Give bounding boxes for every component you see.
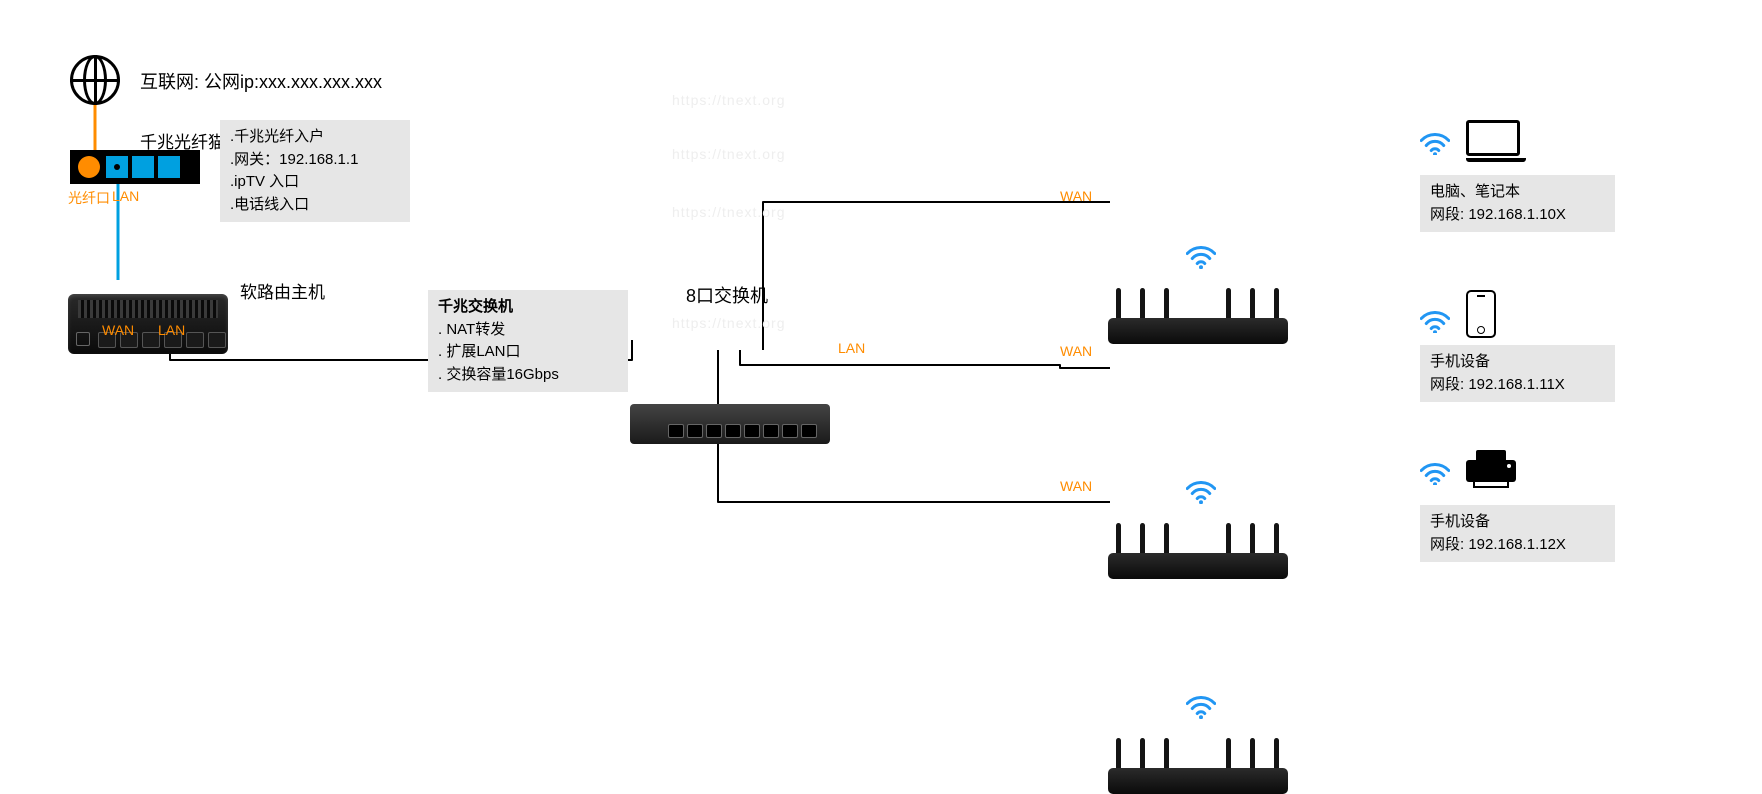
switch-info-box: 千兆交换机 . NAT转发 . 扩展LAN口 . 交换容量16Gbps	[428, 290, 628, 392]
wifi-router-wan-label: WAN	[1060, 188, 1092, 204]
phone-icon	[1466, 290, 1496, 338]
wifi-router-device	[1108, 264, 1288, 344]
wifi-icon	[1186, 481, 1216, 504]
wifi-router-device	[1108, 499, 1288, 579]
client-title: 手机设备	[1430, 351, 1605, 374]
watermark-text: https://tnext.org	[672, 146, 786, 162]
client-info-box: 电脑、笔记本网段: 192.168.1.10X	[1420, 175, 1615, 232]
internet-node	[70, 55, 120, 105]
watermark-text: https://tnext.org	[672, 315, 786, 331]
switch-info-line: . NAT转发	[438, 319, 618, 342]
client-subnet: 网段: 192.168.1.12X	[1430, 534, 1605, 557]
soft-router-wan-label: WAN	[102, 322, 134, 338]
modem-info-box: .千兆光纤入户 .网关：192.168.1.1 .ipTV 入口 .电话线入口	[220, 120, 410, 222]
wifi-icon	[1420, 311, 1450, 339]
client-device	[1420, 290, 1496, 338]
soft-router-title: 软路由主机	[240, 278, 325, 303]
switch-info-line: . 交换容量16Gbps	[438, 364, 618, 387]
globe-icon	[70, 55, 120, 105]
wifi-router-device	[1108, 714, 1288, 794]
client-info-box: 手机设备网段: 192.168.1.12X	[1420, 505, 1615, 562]
modem-info-line: .ipTV 入口	[230, 171, 400, 194]
printer-icon	[1466, 450, 1516, 490]
internet-label: 互联网: 公网ip:xxx.xxx.xxx.xxx	[140, 68, 382, 94]
wifi-router-wan-label: WAN	[1060, 343, 1092, 359]
switch-lan-label: LAN	[838, 340, 865, 356]
soft-router-device	[68, 294, 228, 354]
soft-router-lan-label: LAN	[158, 322, 185, 338]
laptop-icon	[1466, 120, 1520, 160]
client-title: 电脑、笔记本	[1430, 181, 1605, 204]
modem-info-line: .网关：192.168.1.1	[230, 149, 400, 172]
client-device	[1420, 120, 1520, 160]
switch-info-title: 千兆交换机	[438, 296, 618, 319]
modem-device	[70, 150, 200, 184]
wifi-router-wan-label: WAN	[1060, 478, 1092, 494]
client-subnet: 网段: 192.168.1.11X	[1430, 374, 1605, 397]
modem-info-line: .千兆光纤入户	[230, 126, 400, 149]
modem-port-lan-label: LAN	[112, 188, 139, 204]
client-info-box: 手机设备网段: 192.168.1.11X	[1420, 345, 1615, 402]
client-subnet: 网段: 192.168.1.10X	[1430, 204, 1605, 227]
modem-port-fiber-label: 光纤口	[68, 188, 110, 208]
wifi-icon	[1420, 463, 1450, 491]
watermark-text: https://tnext.org	[672, 204, 786, 220]
network-diagram: https://tnext.org https://tnext.org https:…	[0, 0, 1762, 706]
switch-info-line: . 扩展LAN口	[438, 341, 618, 364]
wifi-icon	[1186, 696, 1216, 719]
client-title: 手机设备	[1430, 511, 1605, 534]
watermark-text: https://tnext.org	[672, 92, 786, 108]
wifi-icon	[1186, 246, 1216, 269]
wifi-icon	[1420, 133, 1450, 161]
client-device	[1420, 450, 1516, 490]
switch-device	[630, 404, 830, 444]
modem-info-line: .电话线入口	[230, 194, 400, 217]
switch-title: 8口交换机	[686, 282, 768, 308]
